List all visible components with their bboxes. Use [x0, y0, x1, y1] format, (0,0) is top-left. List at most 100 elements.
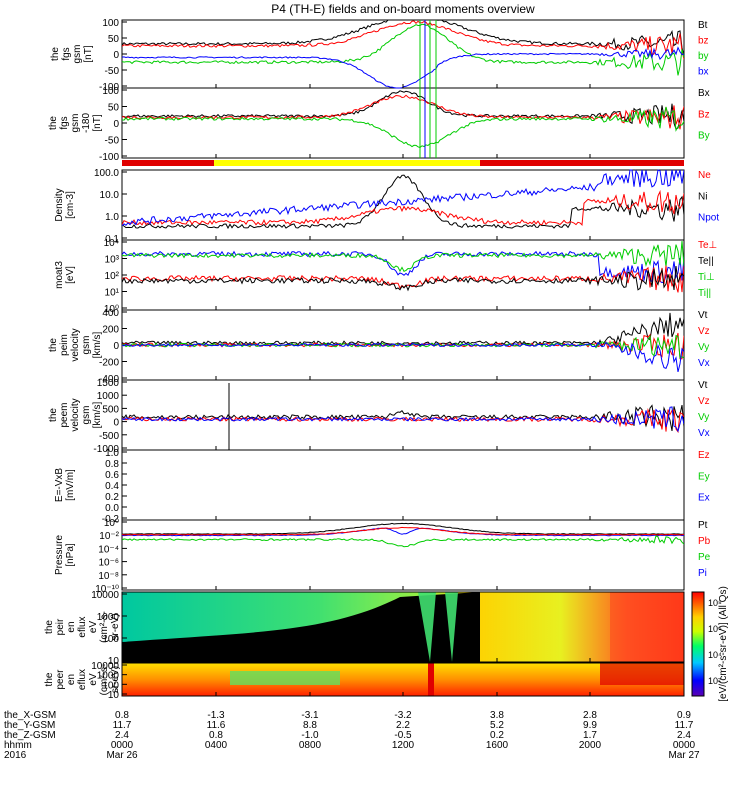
xaxis-value: -1.0: [301, 730, 319, 741]
panel-frame: [121, 519, 685, 591]
legend-entry: By: [698, 131, 710, 142]
legend-entry: Ey: [698, 471, 710, 482]
panel-2: 100 50 0 -50 -100 the fgs gsm -180 [nT] Bx Bz By: [48, 86, 710, 163]
ylabel-line: gsm: [81, 336, 92, 355]
ytick-label: 10⁻²: [99, 531, 119, 542]
legend-entry: Pi: [698, 568, 707, 579]
figure-title: P4 (TH-E) fields and on-board moments ov…: [271, 2, 535, 16]
legend-entry: Vt: [698, 310, 708, 321]
ylabel-line: (cm²-s-: [99, 611, 110, 643]
xaxis-row-label: the_Z-GSM: [4, 730, 56, 741]
ytick-label: 400: [102, 308, 119, 319]
colorbar-tick: 10⁴: [708, 650, 722, 660]
ytick-label: 10⁻⁴: [98, 544, 119, 555]
ylabel-line: peir: [55, 618, 66, 635]
legend-entry: Te||: [698, 256, 714, 267]
legend-entry: bx: [698, 67, 709, 78]
xaxis-value: 0000: [111, 740, 134, 751]
legend-entry: Vy: [698, 342, 709, 353]
ylabel-line: [cm-3]: [65, 191, 76, 219]
xaxis-value: 2.4: [677, 730, 691, 741]
xaxis-value: Mar 27: [668, 750, 700, 761]
ytick-label: -0.2: [102, 514, 120, 525]
ylabel-line: the: [48, 338, 59, 352]
ylabel-line: peer: [55, 669, 66, 690]
ylabel-line: the: [50, 47, 61, 61]
xaxis-value: 1.7: [583, 730, 597, 741]
colorbar-tick: 10⁸: [708, 598, 722, 608]
trace: [122, 106, 684, 149]
legend-entry: Vy: [698, 412, 709, 423]
trace: [122, 526, 684, 536]
trace: [122, 527, 684, 537]
legend-entry: Bz: [698, 109, 710, 120]
ytick-label: 0.4: [105, 481, 119, 492]
ytick-label: 100: [102, 680, 119, 691]
ytick-label: 100: [102, 86, 119, 97]
xaxis-row-label: hhmm: [4, 740, 32, 751]
xaxis-value: 2.2: [396, 720, 410, 731]
trace: [122, 169, 684, 227]
trace: [122, 90, 684, 130]
trace: [122, 535, 684, 548]
legend-entry: Bt: [698, 20, 708, 31]
ytick-label: 1500: [97, 378, 120, 389]
ylabel-line: fgs: [61, 47, 72, 60]
ylabel-line: [nT]: [83, 45, 94, 62]
ytick-label: 1.0: [105, 212, 119, 223]
ytick-label: 10⁴: [104, 238, 119, 249]
xaxis-value: -0.5: [394, 730, 412, 741]
legend-entry: Npot: [698, 213, 719, 224]
trace: [122, 312, 684, 347]
legend-entry: Te⊥: [698, 240, 717, 251]
panel-frame: [121, 449, 685, 521]
trace: [122, 404, 684, 431]
xaxis-value: 0.2: [490, 730, 504, 741]
ylabel-line: gsm: [70, 114, 81, 133]
trace: [122, 266, 684, 292]
legend-entry: Ez: [698, 450, 710, 461]
xaxis-value: 0.9: [677, 710, 691, 721]
ytick-label: 10⁻⁶: [98, 558, 119, 569]
xaxis-value: 9.9: [583, 720, 597, 731]
legend-entry: Ne: [698, 170, 711, 181]
panel-frame: [121, 87, 685, 159]
ylabel-line: gsm: [81, 406, 92, 425]
ytick-label: 50: [108, 103, 120, 114]
ylabel-line: eV: [88, 621, 99, 634]
panel-4: 10⁴ 10³ 10² 10¹ 10⁰ moat3 [eV] Te⊥ Te|| Ti⊥ Ti||: [54, 238, 717, 315]
ylabel-line: en: [66, 621, 77, 632]
ylabel-line: [km/s]: [92, 401, 103, 428]
legend-entry: Ni: [698, 191, 707, 202]
xaxis-value: 1600: [486, 740, 509, 751]
ytick-label: 0.0: [105, 503, 119, 514]
colorbar-tick: 10²: [708, 676, 721, 686]
ylabel-line: -180: [81, 113, 92, 133]
ylabel-line: sr-eV): [110, 613, 121, 640]
ytick-label: -100: [99, 152, 119, 163]
xaxis-value: 2.8: [583, 710, 597, 721]
ylabel-line: (cm²-s-: [99, 664, 110, 696]
xaxis-value: 0000: [673, 740, 696, 751]
ylabel-line: [nPa]: [65, 543, 76, 567]
ytick-label: 200: [102, 325, 119, 336]
ytick-label: -100: [99, 82, 119, 93]
legend-entry: Vx: [698, 358, 710, 369]
colorbar: [eV/(cm²-s-sr-eV)] (All Qs) 10⁸ 10⁶ 10⁴ 10²: [691, 586, 729, 702]
trace: [122, 341, 684, 373]
trace: [122, 522, 684, 535]
ytick-label: 10.0: [100, 190, 120, 201]
ytick-label: 50: [108, 34, 120, 45]
trace: [122, 240, 684, 273]
ytick-label: -500: [99, 431, 119, 442]
legend-entry: Ex: [698, 493, 710, 504]
ytick-label: 0: [113, 50, 119, 61]
xaxis-value: 11.7: [675, 720, 694, 731]
ytick-label: 10²: [105, 271, 120, 282]
ytick-label: 10¹: [105, 288, 120, 299]
panel-frame: [121, 19, 685, 89]
ylabel-line: velocity: [70, 328, 81, 361]
trace: [122, 20, 684, 60]
legend-entry: Pe: [698, 552, 711, 563]
